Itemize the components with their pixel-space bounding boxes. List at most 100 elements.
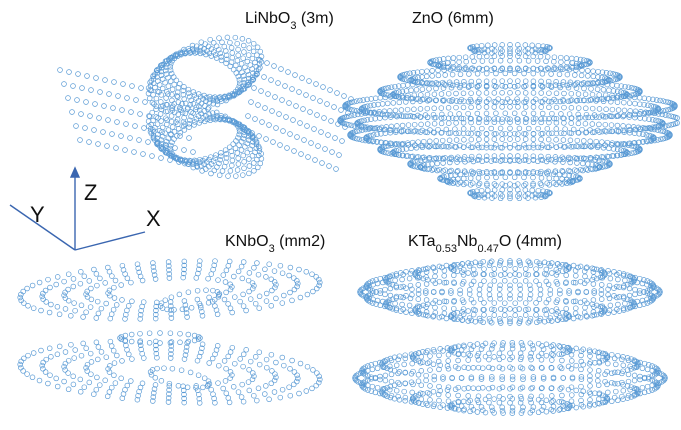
point: [481, 266, 487, 272]
point: [365, 373, 371, 379]
point: [398, 141, 405, 148]
point: [657, 136, 664, 143]
point: [166, 391, 172, 397]
point: [254, 71, 260, 77]
point: [181, 356, 188, 362]
point: [235, 73, 242, 80]
point: [235, 161, 242, 167]
point: [271, 268, 278, 274]
point: [639, 365, 646, 372]
point: [489, 374, 495, 380]
point: [500, 340, 506, 346]
point: [153, 346, 159, 353]
point: [403, 153, 410, 159]
point: [499, 404, 505, 411]
point: [507, 83, 513, 89]
point: [225, 353, 231, 360]
point: [631, 143, 637, 150]
point: [271, 377, 278, 384]
point: [238, 61, 245, 67]
point: [56, 343, 63, 350]
point: [507, 78, 513, 84]
point: [216, 362, 222, 369]
point: [61, 378, 67, 385]
point: [227, 168, 234, 174]
point: [62, 295, 69, 301]
point: [538, 144, 544, 151]
point: [138, 307, 144, 314]
point: [374, 280, 381, 287]
point: [261, 74, 267, 80]
point: [602, 378, 608, 385]
point: [496, 399, 503, 406]
point: [544, 171, 550, 177]
point: [415, 139, 421, 145]
point: [199, 168, 205, 174]
point: [429, 81, 435, 87]
point: [609, 82, 616, 88]
point: [517, 262, 524, 268]
point: [81, 384, 88, 390]
point: [661, 373, 668, 380]
point: [491, 181, 498, 187]
point: [606, 282, 613, 289]
point: [634, 387, 641, 394]
point: [499, 136, 505, 142]
point: [77, 376, 84, 383]
point: [300, 106, 306, 112]
point: [212, 351, 218, 357]
point: [419, 142, 426, 149]
point: [225, 263, 232, 269]
point: [639, 297, 646, 304]
point: [460, 130, 467, 137]
point: [178, 51, 184, 58]
point: [65, 370, 71, 376]
point: [509, 340, 516, 346]
point: [549, 318, 555, 324]
point: [246, 170, 252, 177]
point: [158, 378, 165, 384]
point: [47, 284, 53, 291]
point: [540, 404, 547, 410]
point: [470, 266, 477, 273]
point: [615, 107, 622, 113]
point: [296, 390, 302, 397]
point: [559, 262, 566, 268]
point: [206, 93, 213, 100]
point: [405, 92, 411, 99]
point: [91, 391, 97, 397]
point: [312, 157, 318, 163]
point: [629, 274, 636, 281]
point: [193, 383, 199, 389]
point: [633, 358, 640, 365]
point: [487, 318, 493, 324]
point: [181, 266, 187, 273]
point: [499, 373, 505, 380]
point: [538, 136, 544, 143]
point: [390, 149, 397, 155]
point: [548, 385, 555, 391]
point: [86, 139, 92, 145]
point: [182, 352, 189, 358]
point: [447, 402, 453, 409]
point: [199, 313, 206, 319]
point: [178, 367, 185, 373]
point: [18, 358, 24, 365]
point-clouds: [17, 34, 680, 416]
point: [180, 91, 187, 98]
point: [565, 312, 572, 318]
point: [499, 83, 505, 89]
point: [197, 156, 203, 163]
point: [381, 108, 388, 115]
point: [258, 156, 265, 162]
point: [480, 319, 486, 326]
point: [218, 153, 224, 159]
point: [660, 108, 666, 114]
point: [254, 260, 260, 266]
point: [332, 135, 338, 141]
point: [415, 282, 422, 288]
point: [568, 352, 575, 358]
point: [637, 101, 643, 107]
point: [281, 362, 287, 369]
point: [592, 157, 599, 163]
